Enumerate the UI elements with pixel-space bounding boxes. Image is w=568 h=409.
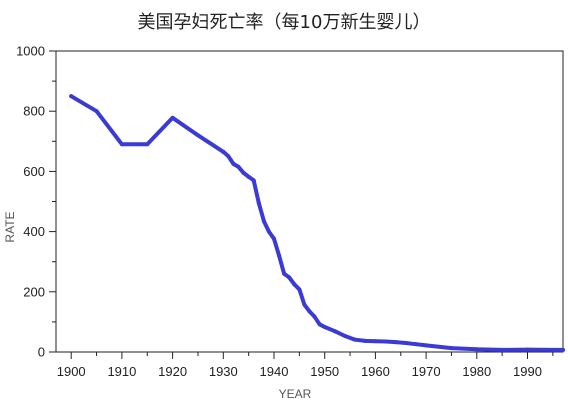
y-tick-label: 1000 (16, 44, 45, 59)
data-point (500, 347, 505, 352)
data-point (297, 287, 302, 292)
data-point (241, 170, 246, 175)
data-point (317, 322, 322, 327)
data-point (236, 164, 241, 169)
y-tick-label: 600 (23, 164, 45, 179)
data-point (261, 219, 266, 224)
x-tick-label: 1910 (107, 364, 136, 379)
y-tick-label: 200 (23, 284, 45, 299)
data-point (231, 161, 236, 166)
x-tick-label: 1900 (57, 364, 86, 379)
y-tick-label: 800 (23, 104, 45, 119)
data-point (322, 325, 327, 330)
data-point (312, 314, 317, 319)
data-point (246, 174, 251, 179)
data-point (226, 154, 231, 159)
x-tick-label: 1960 (361, 364, 390, 379)
data-point (251, 178, 256, 183)
data-point (195, 133, 200, 138)
data-point (403, 340, 408, 345)
data-point (307, 309, 312, 314)
data-point (363, 338, 368, 343)
x-axis-label: YEAR (279, 387, 312, 401)
data-point (474, 347, 479, 352)
data-point (525, 347, 530, 352)
x-tick-label: 1970 (412, 364, 441, 379)
x-tick-label: 1930 (209, 364, 238, 379)
data-point (266, 229, 271, 234)
y-tick-label: 400 (23, 224, 45, 239)
data-point (393, 340, 398, 345)
data-point (449, 346, 454, 351)
y-axis: 0 200 400 600 800 1000 (16, 44, 56, 360)
plot-border (55, 50, 564, 353)
data-point (342, 334, 347, 339)
data-point (119, 142, 124, 147)
data-point (302, 302, 307, 307)
plot-frame (55, 50, 564, 353)
data-point (256, 201, 261, 206)
x-tick-label: 1920 (158, 364, 187, 379)
data-point (277, 253, 282, 258)
x-tick-label: 1980 (462, 364, 491, 379)
x-tick-label: 1950 (310, 364, 339, 379)
data-point (550, 347, 555, 352)
data-point (413, 342, 418, 347)
y-axis-label: RATE (3, 211, 17, 242)
series-group (69, 94, 565, 352)
x-tick-label: 1990 (513, 364, 542, 379)
series-line (69, 94, 565, 352)
chart-title: 美国孕妇死亡率（每10万新生婴儿） (138, 12, 431, 33)
data-point (282, 271, 287, 276)
data-point (383, 339, 388, 344)
data-point (287, 275, 292, 280)
data-point (424, 343, 429, 348)
x-tick-label: 1940 (260, 364, 289, 379)
data-point (561, 347, 565, 352)
data-point (221, 149, 226, 154)
x-axis: 1900 1910 1920 1930 1940 1950 1960 1970 1980 1990 (57, 352, 554, 379)
data-point (272, 236, 277, 241)
y-tick-label: 0 (38, 345, 45, 360)
data-point (292, 282, 297, 287)
data-point (353, 337, 358, 342)
data-point (94, 109, 99, 114)
data-point (145, 142, 150, 147)
data-point (170, 115, 175, 120)
data-point (332, 329, 337, 334)
data-point (373, 339, 378, 344)
data-point (69, 94, 74, 99)
